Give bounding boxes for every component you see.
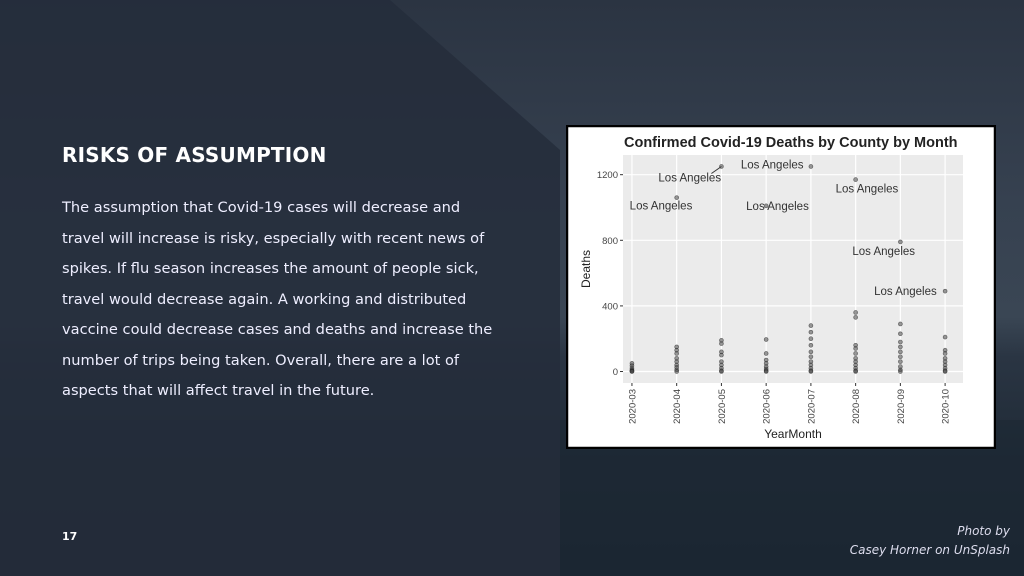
x-tick-label: 2020-04 xyxy=(672,389,683,424)
point xyxy=(674,369,679,374)
point xyxy=(853,315,858,320)
point xyxy=(853,310,858,315)
point xyxy=(808,329,814,335)
point xyxy=(898,369,903,374)
credit-line: Casey Horner on UnSplash xyxy=(849,543,1010,557)
point xyxy=(719,341,724,346)
annotated-point xyxy=(808,164,814,169)
point xyxy=(853,346,858,351)
x-tick-label: 2020-09 xyxy=(896,389,907,424)
annotation-label: Los Angeles xyxy=(836,184,899,196)
point xyxy=(674,351,679,356)
chart: Confirmed Covid-19 Deaths by County by M… xyxy=(566,125,996,449)
x-tick-label: 2020-05 xyxy=(717,389,728,424)
annotated-point xyxy=(763,203,769,209)
point xyxy=(808,369,814,374)
annotation-label: Los Angeles xyxy=(852,246,915,258)
x-tick-label: 2020-06 xyxy=(762,389,773,424)
photo-credit: Photo by Casey Horner on UnSplash xyxy=(850,522,1010,560)
point xyxy=(808,349,814,355)
point xyxy=(898,359,903,364)
point xyxy=(942,351,948,356)
annotation-label: Los Angeles xyxy=(658,172,721,184)
point xyxy=(898,354,903,360)
x-tick-label: 2020-07 xyxy=(806,389,817,424)
point xyxy=(763,369,769,374)
point xyxy=(853,369,858,374)
annotation-label: Los Angeles xyxy=(741,159,804,171)
x-tick-label: 2020-08 xyxy=(851,389,862,424)
point xyxy=(898,331,903,337)
point xyxy=(763,337,769,342)
overlay-shape xyxy=(0,0,560,576)
point xyxy=(808,354,814,360)
y-tick-label: 0 xyxy=(613,367,618,378)
slide-title: RISKS OF ASSUMPTION xyxy=(62,143,327,167)
annotation-label: Los Angeles xyxy=(630,201,693,213)
annotated-point xyxy=(853,177,858,182)
point xyxy=(942,334,948,340)
credit-line: Photo by xyxy=(957,524,1010,538)
chart-title: Confirmed Covid-19 Deaths by County by M… xyxy=(624,135,958,151)
x-tick-label: 2020-10 xyxy=(941,389,952,424)
x-tick-label: 2020-03 xyxy=(627,389,638,424)
annotated-point xyxy=(942,288,948,294)
slide-body: The assumption that Covid-19 cases will … xyxy=(62,199,493,399)
y-tick-label: 1200 xyxy=(597,170,618,181)
point xyxy=(898,344,903,350)
annotation-label: Los Angeles xyxy=(746,201,809,213)
point xyxy=(763,351,769,356)
point xyxy=(719,369,724,374)
point xyxy=(898,339,903,345)
annotated-point xyxy=(674,195,679,200)
point xyxy=(898,349,903,355)
point xyxy=(808,336,814,342)
point xyxy=(942,369,948,374)
plot-panel xyxy=(623,155,963,383)
point xyxy=(898,321,903,327)
point xyxy=(629,369,635,374)
annotated-point xyxy=(898,239,903,245)
annotation-leader xyxy=(711,166,722,174)
point xyxy=(853,351,858,356)
annotation-label: Los Angeles xyxy=(874,286,937,298)
y-tick-label: 400 xyxy=(602,301,618,312)
point xyxy=(808,342,814,348)
y-tick-label: 800 xyxy=(602,236,618,247)
y-axis-label: Deaths xyxy=(579,250,593,288)
point xyxy=(808,323,814,328)
page-number: 17 xyxy=(62,530,78,543)
x-axis-label: YearMonth xyxy=(764,427,822,441)
point xyxy=(719,352,724,358)
